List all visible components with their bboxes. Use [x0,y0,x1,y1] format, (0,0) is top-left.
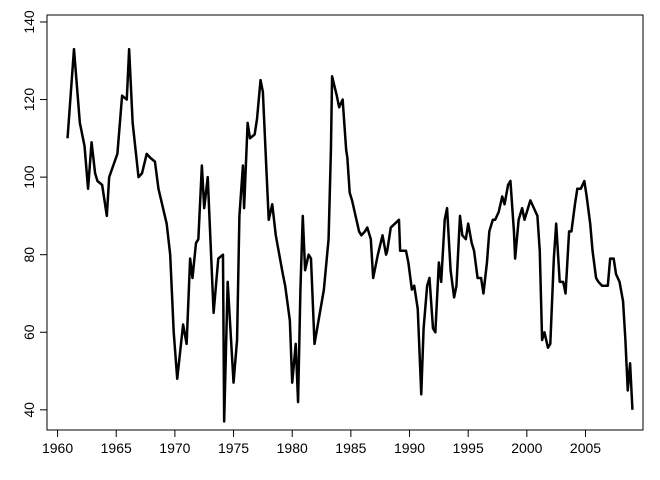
x-tick-label: 1970 [159,440,190,456]
y-tick-label: 40 [21,402,37,418]
x-tick-label: 1985 [335,440,366,456]
x-tick-label: 2005 [570,440,601,456]
x-tick-label: 1975 [218,440,249,456]
y-tick-label: 120 [21,88,37,112]
y-tick-label: 140 [21,10,37,34]
x-tick-label: 1965 [101,440,132,456]
x-tick-label: 1980 [277,440,308,456]
x-tick-label: 1995 [453,440,484,456]
y-tick-label: 100 [21,165,37,189]
y-tick-label: 80 [21,247,37,263]
plot-box [46,14,644,431]
x-tick-label: 1990 [394,440,425,456]
x-tick-label: 2000 [511,440,542,456]
x-tick-label: 1960 [42,440,73,456]
y-tick-label: 60 [21,324,37,340]
data-line [66,47,634,423]
